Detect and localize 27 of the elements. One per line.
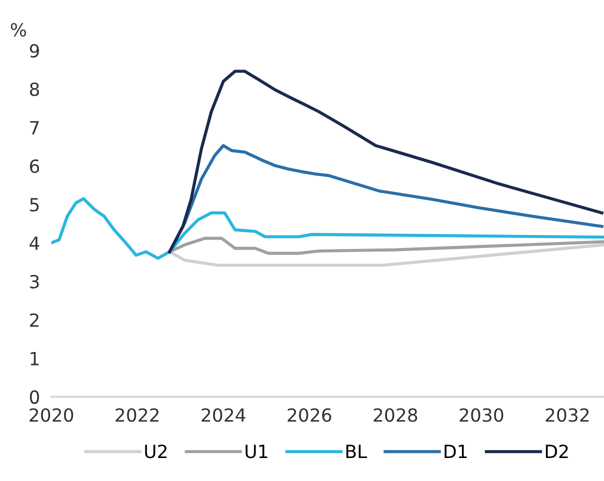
y-tick-label: 8: [30, 82, 39, 96]
y-tick-label: 0: [30, 390, 40, 404]
x-tick-label: 2032: [546, 408, 589, 422]
x-tick-label: 2020: [30, 408, 74, 422]
line-series: [168, 243, 604, 267]
y-tick-label: 3: [30, 274, 39, 288]
y-tick-label: 1: [30, 352, 39, 366]
line-series: [168, 236, 604, 255]
x-tick-label: 2022: [116, 408, 159, 422]
x-tick-label: 2026: [288, 408, 332, 422]
y-tick-label: 2: [30, 313, 38, 327]
legend-label: D2: [546, 444, 568, 458]
legend-label: BL: [346, 444, 367, 458]
y-tick-label: 4: [30, 236, 40, 250]
line-series: [51, 197, 604, 260]
x-tick-label: 2024: [202, 408, 246, 422]
legend-label: D1: [444, 444, 467, 458]
y-axis-title: %: [10, 22, 26, 37]
y-tick-label: 9: [30, 44, 39, 58]
y-tick-label: 5: [30, 198, 39, 212]
line-series: [168, 70, 604, 254]
y-tick-label: 7: [30, 121, 39, 134]
x-tick-label: 2030: [460, 408, 504, 422]
x-tick-label: 2028: [374, 408, 418, 422]
legend-label: U1: [246, 444, 268, 458]
y-tick-label: 6: [30, 159, 40, 174]
legend-label: U2: [145, 444, 166, 458]
